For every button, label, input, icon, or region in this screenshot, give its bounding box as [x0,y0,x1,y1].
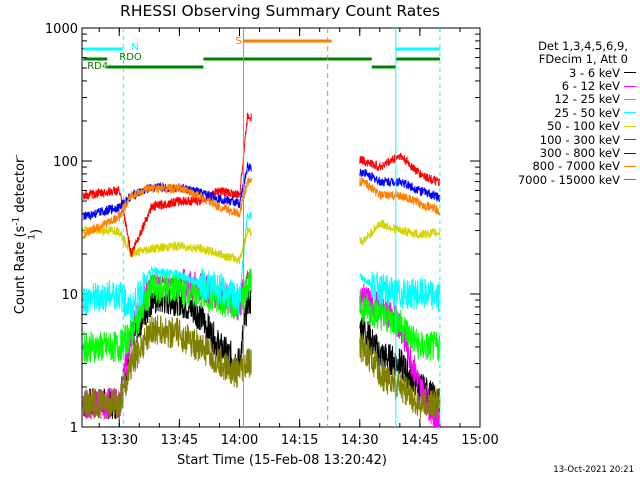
x-tick-label: 13:45 [161,433,198,448]
legend-swatch [624,179,636,181]
legend-swatch [624,139,636,141]
legend-swatch [624,152,636,154]
y-tick-label: 100 [53,155,78,170]
legend-entry: 300 - 800 keV [474,146,636,161]
legend-entry: 800 - 7000 keV [474,159,636,174]
legend-label: 12 - 25 keV [554,92,620,107]
x-axis-label: Start Time (15-Feb-08 13:20:42) [177,453,387,468]
series-line [82,219,441,265]
series-line [82,211,441,322]
x-tick-label: 14:00 [221,433,258,448]
plot-frame [81,27,481,428]
series-line [82,314,441,420]
legend-swatch [624,125,636,127]
legend-entry: 7000 - 15000 keV [474,172,636,187]
y-tick-label: 1000 [45,22,78,37]
legend-label: 100 - 300 keV [539,132,620,147]
legend-entry: 6 - 12 keV [474,79,636,94]
legend-swatch [624,85,636,87]
legend-entry: 12 - 25 keV [474,92,636,107]
legend-swatch [624,165,636,167]
y-tick-label: 10 [61,288,78,303]
timestamp: 13-Oct-2021 20:21 [553,465,634,475]
series-line [82,177,440,240]
x-tick-label: 13:30 [101,433,138,448]
legend-label: 6 - 12 keV [561,79,620,94]
x-tick-label: 14:15 [281,433,318,448]
legend-label: 300 - 800 keV [539,146,620,161]
y-tick-label: 1 [70,421,78,436]
legend-label: 7000 - 15000 keV [517,172,620,187]
legend: Det 1,3,4,5,6,9, FDecim 1, Att 0 3 - 6 k… [474,40,636,187]
legend-label: 800 - 7000 keV [532,159,620,174]
legend-swatch [624,72,636,74]
mode-label: RDO [119,52,142,63]
mode-label: N [131,42,138,53]
legend-header-line: Det 1,3,4,5,6,9, [538,39,628,53]
x-tick-label: 15:00 [461,433,498,448]
legend-label: 3 - 6 keV [569,65,620,80]
legend-swatch [624,98,636,100]
y-axis-label: Count Rate (s-1 detector-1) [11,154,45,315]
chart-title: RHESSI Observing Summary Count Rates [120,2,440,20]
mode-label: RD4 [87,61,108,72]
legend-header-line: FDecim 1, Att 0 [538,52,628,66]
legend-entry: 100 - 300 keV [474,132,636,147]
legend-entry: 3 - 6 keV [474,65,636,80]
x-tick-label: 14:30 [341,433,378,448]
legend-label: 50 - 100 keV [547,119,620,134]
series-line [82,161,441,221]
mode-label: S [236,36,242,47]
legend-swatch [624,112,636,114]
legend-entry: 50 - 100 keV [474,119,636,134]
series-line [82,112,441,257]
legend-label: 25 - 50 keV [554,105,620,120]
x-tick-label: 14:45 [401,433,438,448]
legend-entry: 25 - 50 keV [474,105,636,120]
